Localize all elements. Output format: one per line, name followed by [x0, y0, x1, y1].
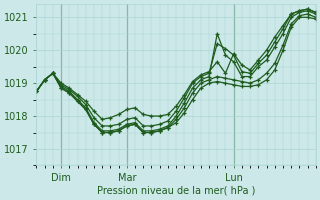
X-axis label: Pression niveau de la mer( hPa ): Pression niveau de la mer( hPa ): [97, 186, 255, 196]
